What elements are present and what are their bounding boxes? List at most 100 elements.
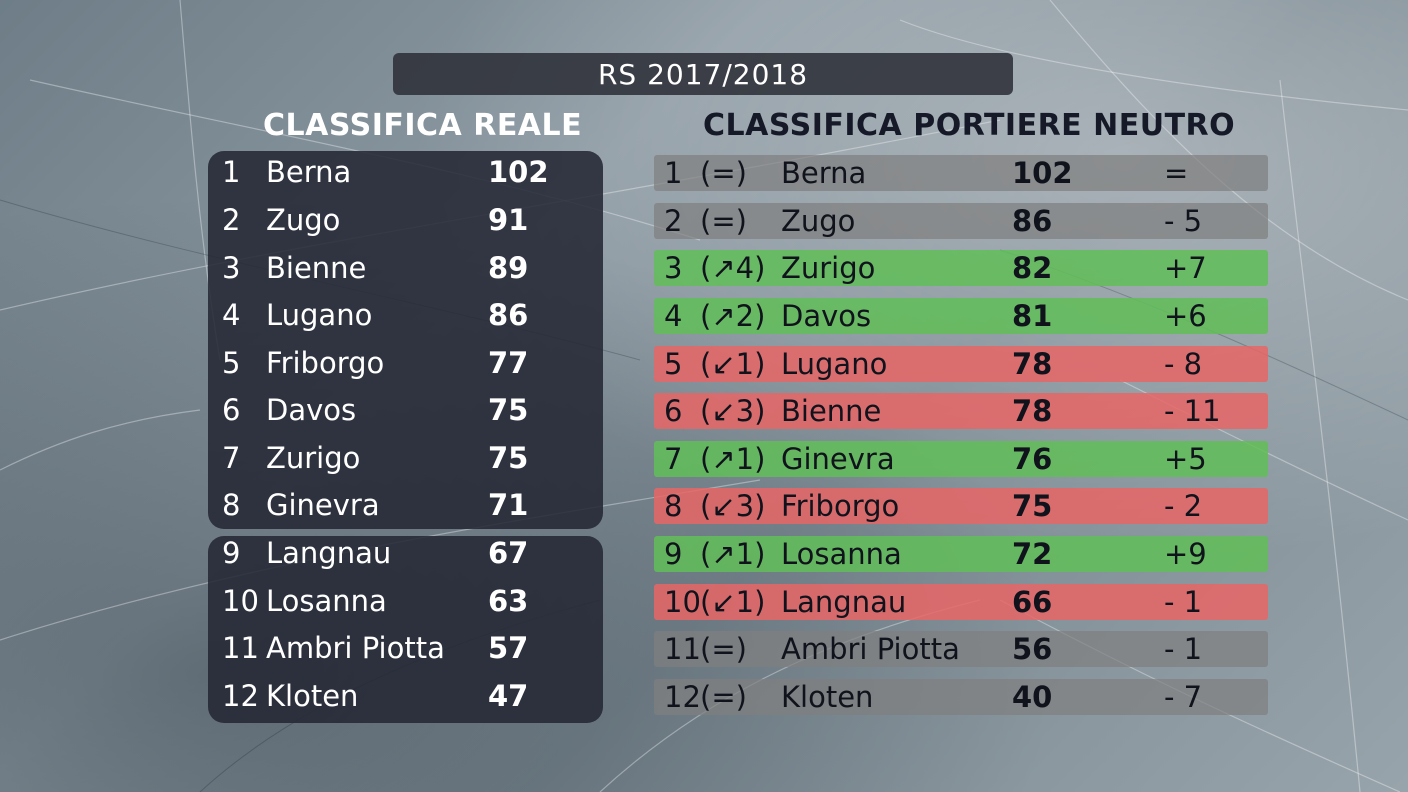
rank: 12 xyxy=(222,679,259,713)
rank-change: (↗1) xyxy=(700,537,766,571)
rank: 10 xyxy=(222,584,259,618)
points-difference: - 11 xyxy=(1164,394,1221,428)
neutral-standings-row: 5 (↙1) Lugano 78 - 8 xyxy=(654,346,1268,382)
points: 78 xyxy=(1012,347,1053,381)
points: 86 xyxy=(488,298,529,332)
rank: 2 xyxy=(664,204,683,238)
team-name: Ambri Piotta xyxy=(266,631,445,665)
neutral-standings-row: 2 (=) Zugo 86 - 5 xyxy=(654,203,1268,239)
rank: 10 xyxy=(664,585,701,619)
neutral-standings-row: 9 (↗1) Losanna 72 +9 xyxy=(654,536,1268,572)
real-standings-row: 8 Ginevra 71 xyxy=(208,482,603,529)
rank: 4 xyxy=(222,298,241,332)
team-name: Zurigo xyxy=(781,251,876,285)
team-name: Kloten xyxy=(781,680,874,714)
team-name: Bienne xyxy=(266,251,367,285)
team-name: Ginevra xyxy=(781,442,895,476)
points-difference: +5 xyxy=(1164,442,1207,476)
real-standings-row: 3 Bienne 89 xyxy=(208,245,603,292)
rank: 9 xyxy=(664,537,683,571)
points: 82 xyxy=(1012,251,1053,285)
team-name: Lugano xyxy=(781,347,888,381)
neutral-standings-row: 12 (=) Kloten 40 - 7 xyxy=(654,679,1268,715)
team-name: Berna xyxy=(781,156,867,190)
points: 76 xyxy=(1012,442,1053,476)
real-standings-row: 4 Lugano 86 xyxy=(208,292,603,339)
rank-change: (↗4) xyxy=(700,251,766,285)
points: 78 xyxy=(1012,394,1053,428)
points: 75 xyxy=(488,441,529,475)
team-name: Langnau xyxy=(266,536,392,570)
points-difference: - 5 xyxy=(1164,204,1203,238)
rank: 8 xyxy=(664,489,683,523)
neutral-standings-row: 7 (↗1) Ginevra 76 +5 xyxy=(654,441,1268,477)
playoff-zone-panel xyxy=(208,151,603,529)
team-name: Friborgo xyxy=(781,489,900,523)
real-standings-heading: CLASSIFICA REALE xyxy=(263,108,583,143)
rank-change: (↙3) xyxy=(700,394,766,428)
rank-change: (↙3) xyxy=(700,489,766,523)
points: 67 xyxy=(488,536,529,570)
points: 77 xyxy=(488,346,529,380)
points: 71 xyxy=(488,488,529,522)
team-name: Kloten xyxy=(266,679,359,713)
neutral-standings-row: 4 (↗2) Davos 81 +6 xyxy=(654,298,1268,334)
points: 102 xyxy=(488,155,549,189)
team-name: Bienne xyxy=(781,394,882,428)
rank: 5 xyxy=(222,346,241,380)
neutral-standings-row: 3 (↗4) Zurigo 82 +7 xyxy=(654,250,1268,286)
season-title: RS 2017/2018 xyxy=(597,58,809,91)
rank-change: (=) xyxy=(700,156,747,190)
team-name: Davos xyxy=(266,393,357,427)
points: 75 xyxy=(1012,489,1053,523)
rank: 2 xyxy=(222,203,241,237)
rank: 7 xyxy=(222,441,241,475)
points-difference: = xyxy=(1164,156,1189,190)
points: 57 xyxy=(488,631,529,665)
rank: 3 xyxy=(222,251,241,285)
rank-change: (↗1) xyxy=(700,442,766,476)
team-name: Zurigo xyxy=(266,441,361,475)
points: 102 xyxy=(1012,156,1073,190)
neutral-standings-row: 1 (=) Berna 102 = xyxy=(654,155,1268,191)
neutral-standings-row: 11 (=) Ambri Piotta 56 - 1 xyxy=(654,631,1268,667)
rank-change: (↙1) xyxy=(700,585,766,619)
real-standings-row: 12 Kloten 47 xyxy=(208,673,603,720)
team-name: Davos xyxy=(781,299,872,333)
rank: 6 xyxy=(664,394,683,428)
neutral-goalie-standings-heading: CLASSIFICA PORTIERE NEUTRO xyxy=(703,108,1236,143)
team-name: Zugo xyxy=(781,204,856,238)
points: 72 xyxy=(1012,537,1053,571)
rank: 6 xyxy=(222,393,241,427)
rank-change: (↙1) xyxy=(700,347,766,381)
points-difference: - 8 xyxy=(1164,347,1203,381)
real-standings-row: 10 Losanna 63 xyxy=(208,578,603,625)
rank: 9 xyxy=(222,536,241,570)
rank: 11 xyxy=(222,631,259,665)
team-name: Langnau xyxy=(781,585,907,619)
neutral-standings-row: 8 (↙3) Friborgo 75 - 2 xyxy=(654,488,1268,524)
real-standings-row: 11 Ambri Piotta 57 xyxy=(208,625,603,672)
team-name: Friborgo xyxy=(266,346,385,380)
team-name: Losanna xyxy=(266,584,387,618)
rank: 4 xyxy=(664,299,683,333)
rank-change: (↗2) xyxy=(700,299,766,333)
rank: 7 xyxy=(664,442,683,476)
rank-change: (=) xyxy=(700,204,747,238)
team-name: Lugano xyxy=(266,298,373,332)
rank: 8 xyxy=(222,488,241,522)
rank-change: (=) xyxy=(700,632,747,666)
neutral-standings-row: 6 (↙3) Bienne 78 - 11 xyxy=(654,393,1268,429)
rank: 3 xyxy=(664,251,683,285)
real-standings-row: 7 Zurigo 75 xyxy=(208,435,603,482)
real-standings-row: 9 Langnau 67 xyxy=(208,530,603,577)
rank: 5 xyxy=(664,347,683,381)
points-difference: - 2 xyxy=(1164,489,1203,523)
points: 75 xyxy=(488,393,529,427)
rank: 1 xyxy=(664,156,683,190)
real-standings-row: 1 Berna 102 xyxy=(208,149,603,196)
points-difference: - 1 xyxy=(1164,632,1203,666)
team-name: Zugo xyxy=(266,203,341,237)
points: 89 xyxy=(488,251,529,285)
team-name: Ginevra xyxy=(266,488,380,522)
